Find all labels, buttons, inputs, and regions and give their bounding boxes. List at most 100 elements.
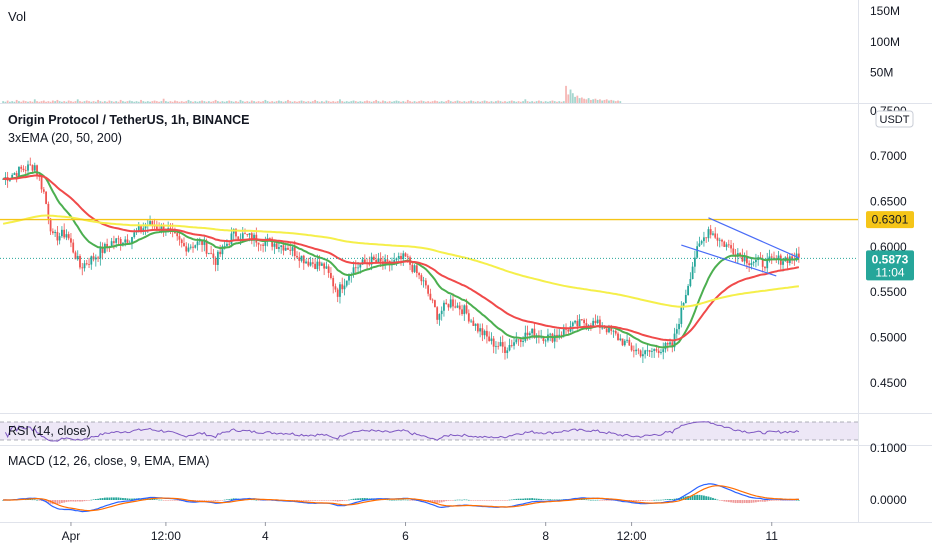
candle <box>20 164 23 173</box>
volume-bar <box>599 99 601 103</box>
candle <box>445 299 448 305</box>
ema-indicator-label: 3xEMA (20, 50, 200) <box>8 131 122 145</box>
volume-bar <box>244 101 246 103</box>
volume-bar <box>558 101 561 103</box>
ema-50-line <box>3 174 800 342</box>
candle <box>280 245 283 254</box>
macd-histogram-bar <box>558 499 561 501</box>
volume-bar <box>108 100 111 103</box>
volume-bar <box>241 101 244 103</box>
candle <box>443 300 445 317</box>
candle <box>431 298 434 304</box>
macd-histogram-bar <box>793 500 796 501</box>
macd-histogram-bar <box>528 498 531 500</box>
volume-bar <box>185 101 188 103</box>
volume-bar <box>551 100 554 103</box>
macd-histogram-bar <box>293 500 296 501</box>
volume-bar <box>137 101 140 103</box>
time-axis-tick-label: Apr <box>62 529 81 543</box>
volume-pane-label: Vol <box>8 9 26 24</box>
macd-histogram-bar <box>547 499 549 500</box>
macd-histogram-bar <box>164 500 167 501</box>
volume-bar <box>112 101 115 103</box>
volume-bar <box>97 99 99 103</box>
volume-bar <box>479 101 482 103</box>
macd-histogram-bar <box>142 498 145 500</box>
volume-bar <box>65 101 68 103</box>
macd-histogram-bar <box>325 500 328 501</box>
volume-bar <box>495 101 497 103</box>
macd-histogram-bar <box>795 499 798 501</box>
candle <box>56 226 59 246</box>
volume-bar <box>406 99 409 103</box>
volume-bar <box>617 100 619 103</box>
macd-histogram-bar <box>775 500 778 501</box>
macd-histogram-bar <box>454 499 457 501</box>
macd-histogram-bar <box>203 500 206 501</box>
volume-bar <box>553 101 556 103</box>
volume-bar <box>20 101 23 103</box>
macd-histogram-bar <box>716 499 719 501</box>
currency-badge[interactable]: USDT <box>875 110 914 128</box>
macd-histogram-bar <box>298 500 301 501</box>
candle <box>725 242 728 251</box>
macd-histogram-bar <box>458 499 461 501</box>
candle <box>194 244 197 249</box>
candle <box>42 186 45 194</box>
candle <box>262 242 265 253</box>
macd-histogram-bar <box>770 500 773 501</box>
macd-histogram-bar <box>467 499 470 501</box>
volume-bar <box>117 101 120 103</box>
macd-histogram-bar <box>117 497 120 500</box>
volume-bar <box>210 101 213 103</box>
volume-bar <box>474 101 477 103</box>
volume-bar <box>237 101 240 103</box>
macd-histogram-bar <box>90 499 93 501</box>
candle <box>727 239 730 248</box>
volume-bar <box>614 101 617 103</box>
volume-bar <box>404 101 407 103</box>
candle <box>703 231 705 247</box>
volume-bar <box>612 100 615 103</box>
candle <box>311 258 314 268</box>
volume-bar <box>302 101 305 103</box>
candle <box>463 304 466 321</box>
volume-bar <box>508 101 511 103</box>
macd-histogram-bar <box>185 500 188 502</box>
candle <box>72 239 75 254</box>
volume-bar <box>255 101 258 103</box>
candle <box>47 201 50 225</box>
candle <box>766 252 769 274</box>
volume-bar <box>449 101 452 103</box>
candle <box>474 323 477 331</box>
volume-bar <box>427 101 430 103</box>
candle <box>257 242 260 252</box>
macd-histogram-bar <box>461 499 463 501</box>
volume-bar <box>391 101 393 103</box>
volume-bar <box>350 101 353 103</box>
candle <box>219 244 222 257</box>
volume-bar <box>424 101 427 103</box>
candle <box>187 243 190 253</box>
candle <box>619 334 622 342</box>
rsi-band <box>0 422 858 440</box>
volume-bar <box>131 101 133 103</box>
volume-bar <box>266 101 269 103</box>
macd-histogram-bar <box>445 500 448 502</box>
macd-histogram-bar <box>641 500 644 501</box>
volume-bar <box>578 98 581 103</box>
volume-bar <box>79 101 81 103</box>
volume-bar <box>481 101 484 103</box>
rsi-pane-label: RSI (14, close) <box>8 424 91 438</box>
candle <box>594 314 597 326</box>
macd-histogram-bar <box>755 500 757 503</box>
volume-bar <box>589 99 592 103</box>
candle <box>723 240 726 247</box>
macd-histogram-bar <box>537 498 540 500</box>
candle <box>678 318 680 335</box>
macd-histogram-bar <box>759 500 762 502</box>
candle <box>752 260 755 267</box>
volume-bar <box>513 101 515 103</box>
candle <box>637 348 640 355</box>
